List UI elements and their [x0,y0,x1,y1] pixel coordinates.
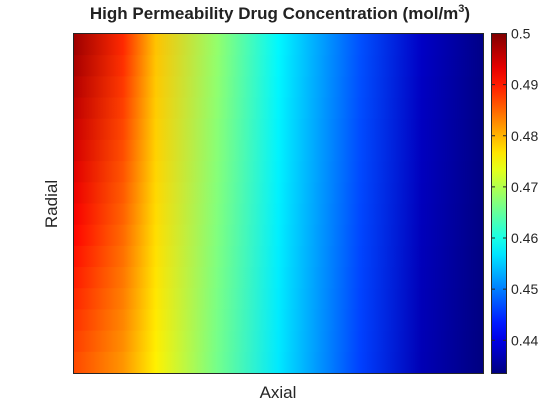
chart-title: High Permeability Drug Concentration (mo… [89,3,471,23]
colorbar: 0.44 0.45 0.46 0.47 0.48 0.49 0.5 [491,26,538,374]
colorbar-tick-label: 0.5 [511,26,531,42]
title-superscript: 3 [458,3,465,15]
heatmap-band [74,76,483,99]
heatmap-band [74,224,483,247]
heatmap-band [74,118,483,141]
heatmap-band [74,267,483,289]
x-axis-label: Axial [259,383,297,402]
heatmap-band [74,34,483,56]
heatmap-band [74,203,483,226]
plot-frame [73,33,484,374]
heatmap-band [74,288,483,311]
heatmap-band [74,351,483,374]
colorbar-tick-label: 0.48 [511,128,538,144]
colorbar-scale [491,33,507,374]
heatmap-band [74,139,483,162]
colorbar-tick-label: 0.46 [511,230,538,246]
heatmap-band [74,245,483,268]
heatmap-band [74,97,483,120]
colorbar-tick-label: 0.47 [511,179,538,195]
heatmap-band [74,309,483,332]
colorbar-tick-label: 0.45 [511,281,538,297]
colorbar-tick-label: 0.49 [511,77,538,93]
heatmap-band [74,161,483,183]
heatmap-band [74,330,483,353]
colorbar-tick-label: 0.44 [511,332,538,348]
heatmap-area [74,34,483,374]
heatmap-band [74,182,483,205]
heatmap-band [74,55,483,77]
